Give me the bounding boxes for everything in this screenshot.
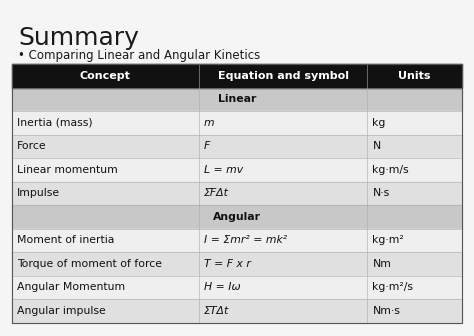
Bar: [12, 299, 462, 323]
Text: ΣT̅Δt: ΣT̅Δt: [204, 306, 229, 316]
Text: N: N: [373, 141, 381, 151]
Text: kg·m/s: kg·m/s: [373, 165, 409, 175]
Text: Equation and symbol: Equation and symbol: [218, 71, 348, 81]
Bar: [12, 64, 462, 323]
Bar: [12, 181, 462, 205]
Bar: [12, 252, 462, 276]
Bar: [12, 276, 462, 299]
Bar: [12, 64, 462, 87]
Bar: [12, 134, 462, 158]
Text: N·s: N·s: [373, 188, 390, 198]
Text: Angular: Angular: [213, 212, 261, 222]
Text: T = F x r: T = F x r: [204, 259, 251, 269]
Text: Nm: Nm: [373, 259, 392, 269]
Bar: [12, 205, 462, 228]
Text: I = Σmr² = mk²: I = Σmr² = mk²: [204, 235, 287, 245]
Text: Summary: Summary: [18, 26, 139, 50]
Text: Angular Momentum: Angular Momentum: [17, 282, 125, 292]
Text: Linear momentum: Linear momentum: [17, 165, 118, 175]
Text: Linear: Linear: [218, 94, 256, 104]
Text: Inertia (mass): Inertia (mass): [17, 118, 92, 128]
Text: Concept: Concept: [80, 71, 131, 81]
Bar: [12, 158, 462, 181]
Text: Units: Units: [399, 71, 431, 81]
Text: kg·m²/s: kg·m²/s: [373, 282, 413, 292]
Text: Moment of inertia: Moment of inertia: [17, 235, 114, 245]
Text: • Comparing Linear and Angular Kinetics: • Comparing Linear and Angular Kinetics: [18, 49, 260, 62]
Text: Force: Force: [17, 141, 46, 151]
Text: kg·m²: kg·m²: [373, 235, 404, 245]
Text: Nm·s: Nm·s: [373, 306, 401, 316]
Text: Angular impulse: Angular impulse: [17, 306, 106, 316]
Text: ΣF̅Δt: ΣF̅Δt: [204, 188, 228, 198]
Text: kg: kg: [373, 118, 386, 128]
Text: m: m: [204, 118, 214, 128]
Bar: [12, 87, 462, 111]
Text: F: F: [204, 141, 210, 151]
Bar: [12, 228, 462, 252]
Text: H = Iω: H = Iω: [204, 282, 240, 292]
Text: Torque of moment of force: Torque of moment of force: [17, 259, 162, 269]
Text: L = mv: L = mv: [204, 165, 243, 175]
Text: Impulse: Impulse: [17, 188, 60, 198]
Bar: [12, 111, 462, 134]
